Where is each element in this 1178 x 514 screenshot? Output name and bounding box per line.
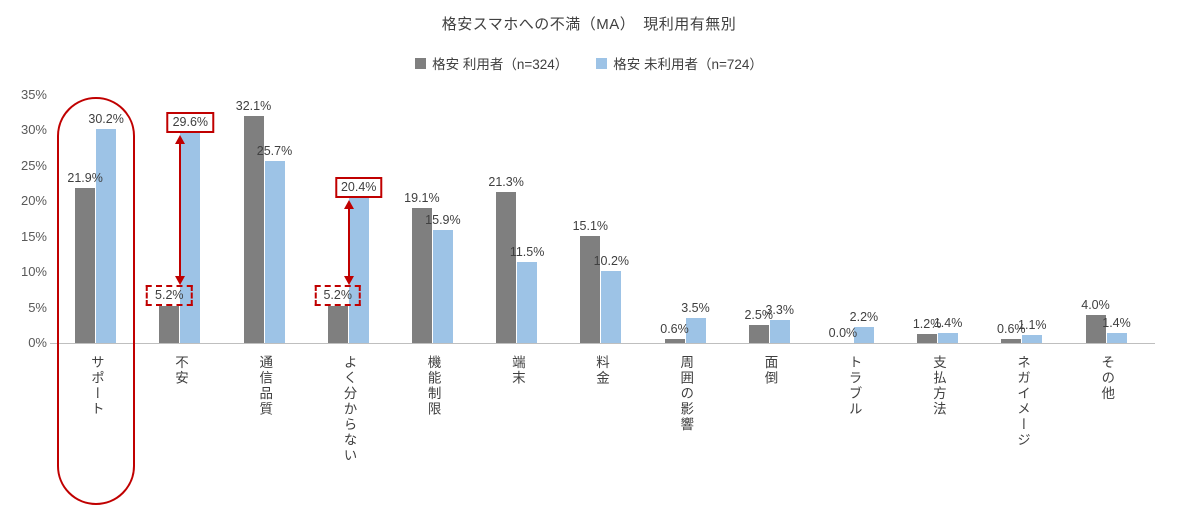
y-axis-tick-label: 20%: [20, 193, 47, 209]
bar-user: [327, 306, 348, 343]
bar-nonuser: [180, 133, 201, 343]
bar-user: [411, 208, 432, 343]
bar-value-label: 2.5%: [744, 308, 773, 322]
bar-user: [159, 306, 180, 343]
bar-user: [243, 116, 264, 343]
bar-nonuser: [517, 262, 538, 343]
bar-value-label: 29.6%: [166, 112, 215, 133]
arrowhead-down-icon: [343, 276, 354, 285]
y-axis-tick-label: 30%: [20, 122, 47, 138]
legend-label: 格安 未利用者（n=724）: [613, 57, 763, 72]
bar-nonuser: [601, 271, 622, 343]
y-axis-tick-label: 15%: [20, 228, 47, 244]
category-label: 通信品質: [257, 355, 273, 417]
category-label: ネガイメージ: [1015, 355, 1031, 448]
category-label: 支払方法: [930, 355, 946, 417]
bar-nonuser: [853, 327, 874, 343]
bar-value-label: 21.9%: [67, 171, 103, 185]
bar-value-label: 2.2%: [849, 310, 879, 324]
legend-item: 格安 利用者（n=324）: [415, 53, 568, 73]
bar-nonuser: [1106, 333, 1127, 343]
y-axis-tick-label: 5%: [28, 299, 47, 315]
bar-value-label: 0.0%: [828, 326, 858, 340]
bar-nonuser: [1022, 335, 1043, 343]
bar-nonuser: [348, 198, 369, 343]
arrowhead-up-icon: [343, 200, 354, 209]
bar-value-label: 0.6%: [660, 322, 689, 336]
bar-value-label: 20.4%: [334, 177, 383, 198]
bar-user: [75, 188, 96, 343]
bar-value-label: 15.1%: [572, 219, 609, 233]
y-axis-tick-label: 10%: [20, 264, 47, 280]
bar-value-label: 1.2%: [912, 317, 942, 331]
category-label: トラブル: [846, 355, 862, 417]
bar-value-label: 21.3%: [488, 175, 524, 189]
bar-value-label: 5.2%: [146, 285, 193, 306]
bar-value-label: 4.0%: [1081, 298, 1110, 312]
bar-value-label: 32.1%: [235, 99, 272, 113]
bar-user: [496, 192, 517, 343]
bar-value-label: 11.5%: [509, 245, 545, 259]
category-label: サポート: [88, 355, 104, 417]
bar-nonuser: [769, 320, 790, 343]
legend-swatch-icon: [415, 57, 427, 69]
y-axis-tick-label: 35%: [20, 87, 47, 102]
category-label: よく分からない: [341, 355, 357, 464]
bar-value-label: 19.1%: [404, 191, 440, 205]
bar-value-label: 10.2%: [593, 254, 630, 268]
category-label: その他: [1099, 355, 1115, 402]
arrowhead-up-icon: [175, 135, 186, 144]
gap-arrow: [175, 135, 186, 285]
legend-item: 格安 未利用者（n=724）: [596, 53, 763, 73]
bar-value-label: 5.2%: [314, 285, 361, 306]
category-label: 不安: [173, 355, 189, 386]
bar-value-label: 0.6%: [997, 322, 1026, 336]
bar-nonuser: [685, 318, 706, 343]
arrow-line: [347, 207, 350, 278]
chart-title: 格安スマホへの不満（MA） 現利用有無別: [441, 16, 737, 33]
legend-swatch-icon: [596, 57, 608, 69]
bar-value-label: 1.4%: [933, 316, 963, 330]
category-label: 機能制限: [425, 355, 441, 417]
category-label: 端末: [509, 355, 525, 386]
legend-label: 格安 利用者（n=324）: [432, 57, 569, 72]
highlight-ellipse: [57, 97, 136, 505]
y-axis-tick-label: 0%: [28, 335, 47, 350]
bar-user: [580, 236, 601, 343]
bar-nonuser: [432, 230, 453, 343]
legend: 格安 利用者（n=324） 格安 未利用者（n=724）: [0, 53, 1178, 73]
bar-nonuser: [96, 129, 117, 343]
bar-value-label: 1.1%: [1018, 318, 1047, 332]
category-label: 面倒: [762, 355, 778, 386]
x-axis-line: [50, 343, 1155, 344]
bar-user: [1085, 315, 1106, 343]
bar-value-label: 3.3%: [765, 303, 794, 317]
category-label: 周囲の影響: [678, 355, 694, 433]
bar-value-label: 25.7%: [256, 144, 293, 158]
bar-value-label: 3.5%: [681, 301, 710, 315]
arrow-line: [179, 142, 182, 278]
bar-user: [664, 339, 685, 343]
bar-value-label: 15.9%: [425, 213, 461, 227]
bar-value-label: 1.4%: [1102, 316, 1131, 330]
bar-user: [917, 334, 938, 343]
gap-arrow: [343, 200, 354, 285]
y-axis-tick-label: 25%: [20, 157, 47, 173]
bar-nonuser: [938, 333, 959, 343]
category-label: 料金: [594, 355, 610, 386]
bar-user: [748, 325, 769, 343]
arrowhead-down-icon: [175, 276, 186, 285]
bar-nonuser: [264, 161, 285, 343]
bar-user: [1001, 339, 1022, 343]
